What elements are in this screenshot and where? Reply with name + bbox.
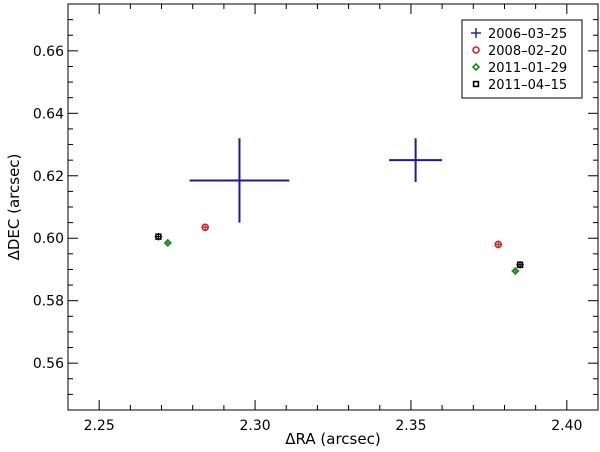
y-tick-label: 0.58 xyxy=(33,294,64,310)
x-tick-label: 2.25 xyxy=(84,418,115,434)
legend-entry: 2008–02–20 xyxy=(472,44,567,59)
legend-entry: 2011–01–29 xyxy=(471,61,567,76)
y-axis-label: ΔDEC (arcsec) xyxy=(5,154,23,261)
x-tick-label: 2.40 xyxy=(551,418,582,434)
data-point xyxy=(154,232,163,241)
y-tick-label: 0.62 xyxy=(33,169,64,185)
diamond-marker xyxy=(163,238,172,248)
axis-tick-labels: 2.25 2.30 2.35 2.40 0.56 0.58 0.60 0.62 0.64 0.66 xyxy=(33,44,583,434)
diamond-marker xyxy=(511,266,520,276)
y-tick-label: 0.64 xyxy=(33,106,64,122)
legend-label: 2011–04–15 xyxy=(488,78,567,93)
legend-label: 2006–03–25 xyxy=(488,27,567,42)
data-points xyxy=(154,138,524,276)
square-marker xyxy=(155,233,162,240)
legend-entry: 2006–03–25 xyxy=(471,27,567,42)
data-point xyxy=(189,138,290,223)
x-tick-label: 2.30 xyxy=(239,418,270,434)
legend: 2006–03–25 2008–02–20 2011–01–29 2011–04–15 xyxy=(461,19,583,99)
data-point xyxy=(511,266,520,276)
square-marker xyxy=(472,80,480,88)
legend-entry: 2011–04–15 xyxy=(472,78,567,93)
y-tick-label: 0.66 xyxy=(33,44,64,60)
data-point xyxy=(516,261,524,269)
y-tick-label: 0.56 xyxy=(33,356,64,372)
data-point xyxy=(163,238,172,248)
x-tick-label: 2.35 xyxy=(395,418,426,434)
axis-ticks xyxy=(68,4,599,410)
x-axis-label: ΔRA (arcsec) xyxy=(285,430,380,448)
data-point xyxy=(494,240,503,249)
diamond-marker xyxy=(471,62,481,72)
y-tick-label: 0.60 xyxy=(33,231,64,247)
square-marker xyxy=(516,261,524,268)
data-point xyxy=(389,138,443,183)
legend-label: 2011–01–29 xyxy=(488,61,567,76)
circle-marker xyxy=(201,223,209,232)
plot-frame xyxy=(67,3,599,411)
legend-box xyxy=(461,19,583,99)
circle-marker xyxy=(494,240,503,249)
data-point xyxy=(201,223,209,232)
legend-label: 2008–02–20 xyxy=(488,44,567,59)
circle-marker xyxy=(472,46,480,54)
